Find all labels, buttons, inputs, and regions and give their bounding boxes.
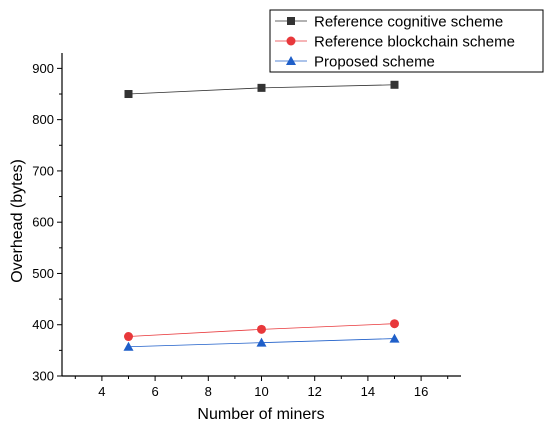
y-axis-title: Overhead (bytes) [9,159,26,283]
legend-marker [286,36,296,46]
x-tick-label: 6 [151,384,158,399]
x-tick-label: 12 [307,384,321,399]
series-circle [124,319,399,342]
data-point [123,341,134,351]
legend-label: Reference cognitive scheme [314,14,503,31]
series-square [124,80,399,99]
y-tick-label: 700 [32,163,54,178]
x-tick-label: 8 [205,384,212,399]
data-point [124,90,133,99]
axes: 300 400 500 600 700 800 900 4 6 8 10 12 14 16 [32,53,461,399]
y-tick-label: 500 [32,266,54,281]
y-tick-label: 300 [32,369,54,384]
series-layer [123,80,400,351]
legend-marker [286,56,296,65]
data-point [257,324,266,334]
legend-marker [287,17,295,25]
data-point [256,337,267,347]
y-tick-label: 400 [32,317,54,332]
x-tick-label: 16 [414,384,428,399]
x-tick-label: 14 [361,384,375,399]
x-axis-title: Number of miners [197,406,324,423]
data-point [390,80,399,89]
data-point [389,333,400,343]
data-point [124,332,133,342]
data-point [390,319,399,329]
y-tick-label: 800 [32,112,54,127]
y-tick-label: 600 [32,215,54,230]
legend-label: Reference blockchain scheme [314,34,515,51]
legend: Reference cognitive scheme Reference bloc… [269,9,544,73]
y-tick-label: 900 [32,61,54,76]
series-triangle [123,333,400,351]
legend-label: Proposed scheme [314,54,435,71]
x-tick-label: 4 [98,384,105,399]
data-point [257,83,266,92]
legend-box [269,9,544,73]
x-tick-label: 10 [254,384,268,399]
